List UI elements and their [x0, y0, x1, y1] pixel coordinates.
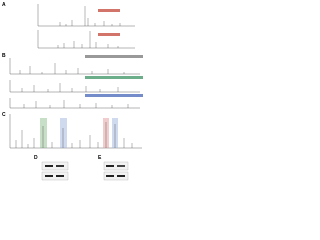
western-blot-e: [103, 161, 129, 181]
panel-label: E: [98, 155, 102, 161]
spectrum-a: [37, 4, 135, 49]
figure: A B C D E: [2, 2, 143, 181]
panel-label: C: [2, 112, 6, 118]
panel-label: D: [34, 155, 38, 161]
panel-label: B: [2, 53, 6, 59]
western-blot-d: [41, 161, 69, 181]
panel-label: A: [2, 2, 6, 8]
spectrum-c: [9, 114, 142, 149]
page: A B C D E: [2, 2, 143, 181]
spectrum-b: [9, 55, 143, 109]
